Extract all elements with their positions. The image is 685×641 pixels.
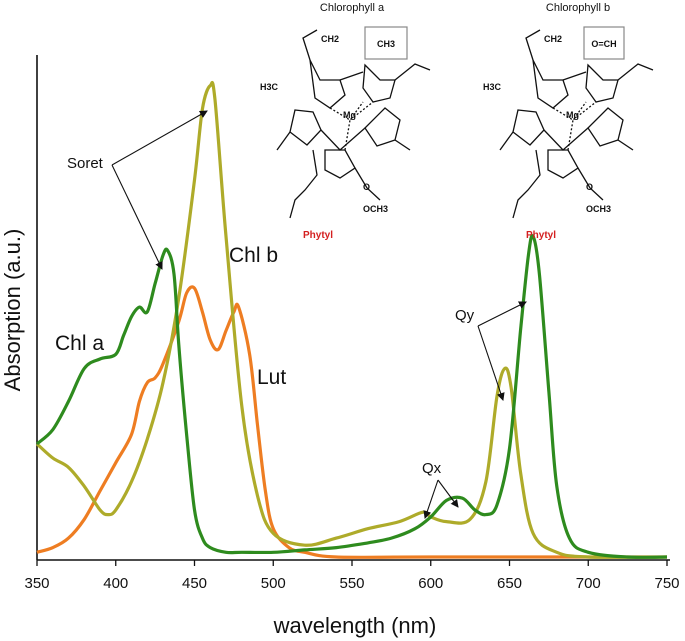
chlorophyll-a-h3c: H3C (260, 82, 279, 92)
x-ticks: 350 400 450 500 550 600 650 700 750 (24, 560, 680, 592)
chlorophyll-a-ch2: CH2 (321, 34, 339, 44)
series-line-chl-a (35, 234, 668, 559)
qy-arrow-chl-a (477, 301, 527, 327)
chlorophyll-b-structure: Chlorophyll b O=CH CH2 H3C Mg OCH3 O Phy… (483, 2, 654, 241)
x-tick-label: 500 (261, 575, 286, 592)
chlorophyll-b-box (583, 26, 625, 60)
chlorophyll-a-ococh3: OCH3 (363, 204, 388, 214)
x-tick-label: 650 (497, 575, 522, 592)
chlorophyll-b-boxed-group: O=CH (591, 39, 616, 49)
annotation-qy: Qy (455, 307, 475, 324)
series-label-lut: Lut (257, 366, 286, 389)
qx-arrow-chl-a (437, 479, 459, 508)
x-tick-label: 400 (103, 575, 128, 592)
chlorophyll-b-ococh3: OCH3 (586, 204, 611, 214)
chlorophyll-b-phytyl: Phytyl (526, 230, 556, 241)
x-tick-label: 700 (576, 575, 601, 592)
x-tick-label: 450 (182, 575, 207, 592)
series-layer (35, 81, 668, 559)
chlorophyll-a-title: Chlorophyll a (320, 2, 385, 14)
x-axis-title: wavelength (nm) (273, 613, 437, 638)
x-tick-label: 600 (418, 575, 443, 592)
chlorophyll-a-o: O (363, 182, 370, 192)
y-axis-title: Absorption (a.u.) (0, 229, 25, 392)
chlorophyll-a-structure: Chlorophyll a CH3 CH2 H3C Mg OCH3 O Phyt… (260, 2, 431, 241)
chlorophyll-a-box (364, 26, 408, 60)
series-line-lut (36, 285, 667, 559)
chlorophyll-b-ch2: CH2 (544, 34, 562, 44)
annotation-qx: Qx (422, 460, 442, 477)
x-tick-label: 350 (24, 575, 49, 592)
qy-arrow-chl-b (477, 325, 505, 401)
soret-arrow-chl-b (111, 110, 208, 166)
series-label-chl-b: Chl b (229, 244, 278, 267)
chlorophyll-a-mg: Mg (343, 110, 356, 120)
chlorophyll-a-boxed-group: CH3 (377, 39, 395, 49)
x-tick-label: 750 (654, 575, 679, 592)
chlorophyll-a-phytyl: Phytyl (303, 230, 333, 241)
chlorophyll-b-o: O (586, 182, 593, 192)
x-tick-label: 550 (339, 575, 364, 592)
chlorophyll-b-h3c: H3C (483, 82, 502, 92)
soret-arrow-chl-a (111, 164, 163, 270)
qx-arrow-chl-b (423, 479, 439, 519)
chlorophyll-b-mg: Mg (566, 110, 579, 120)
series-label-chl-a: Chl a (55, 332, 104, 355)
annotation-soret: Soret (67, 155, 104, 172)
chlorophyll-b-title: Chlorophyll b (546, 2, 610, 14)
series-line-chl-b (35, 81, 668, 559)
